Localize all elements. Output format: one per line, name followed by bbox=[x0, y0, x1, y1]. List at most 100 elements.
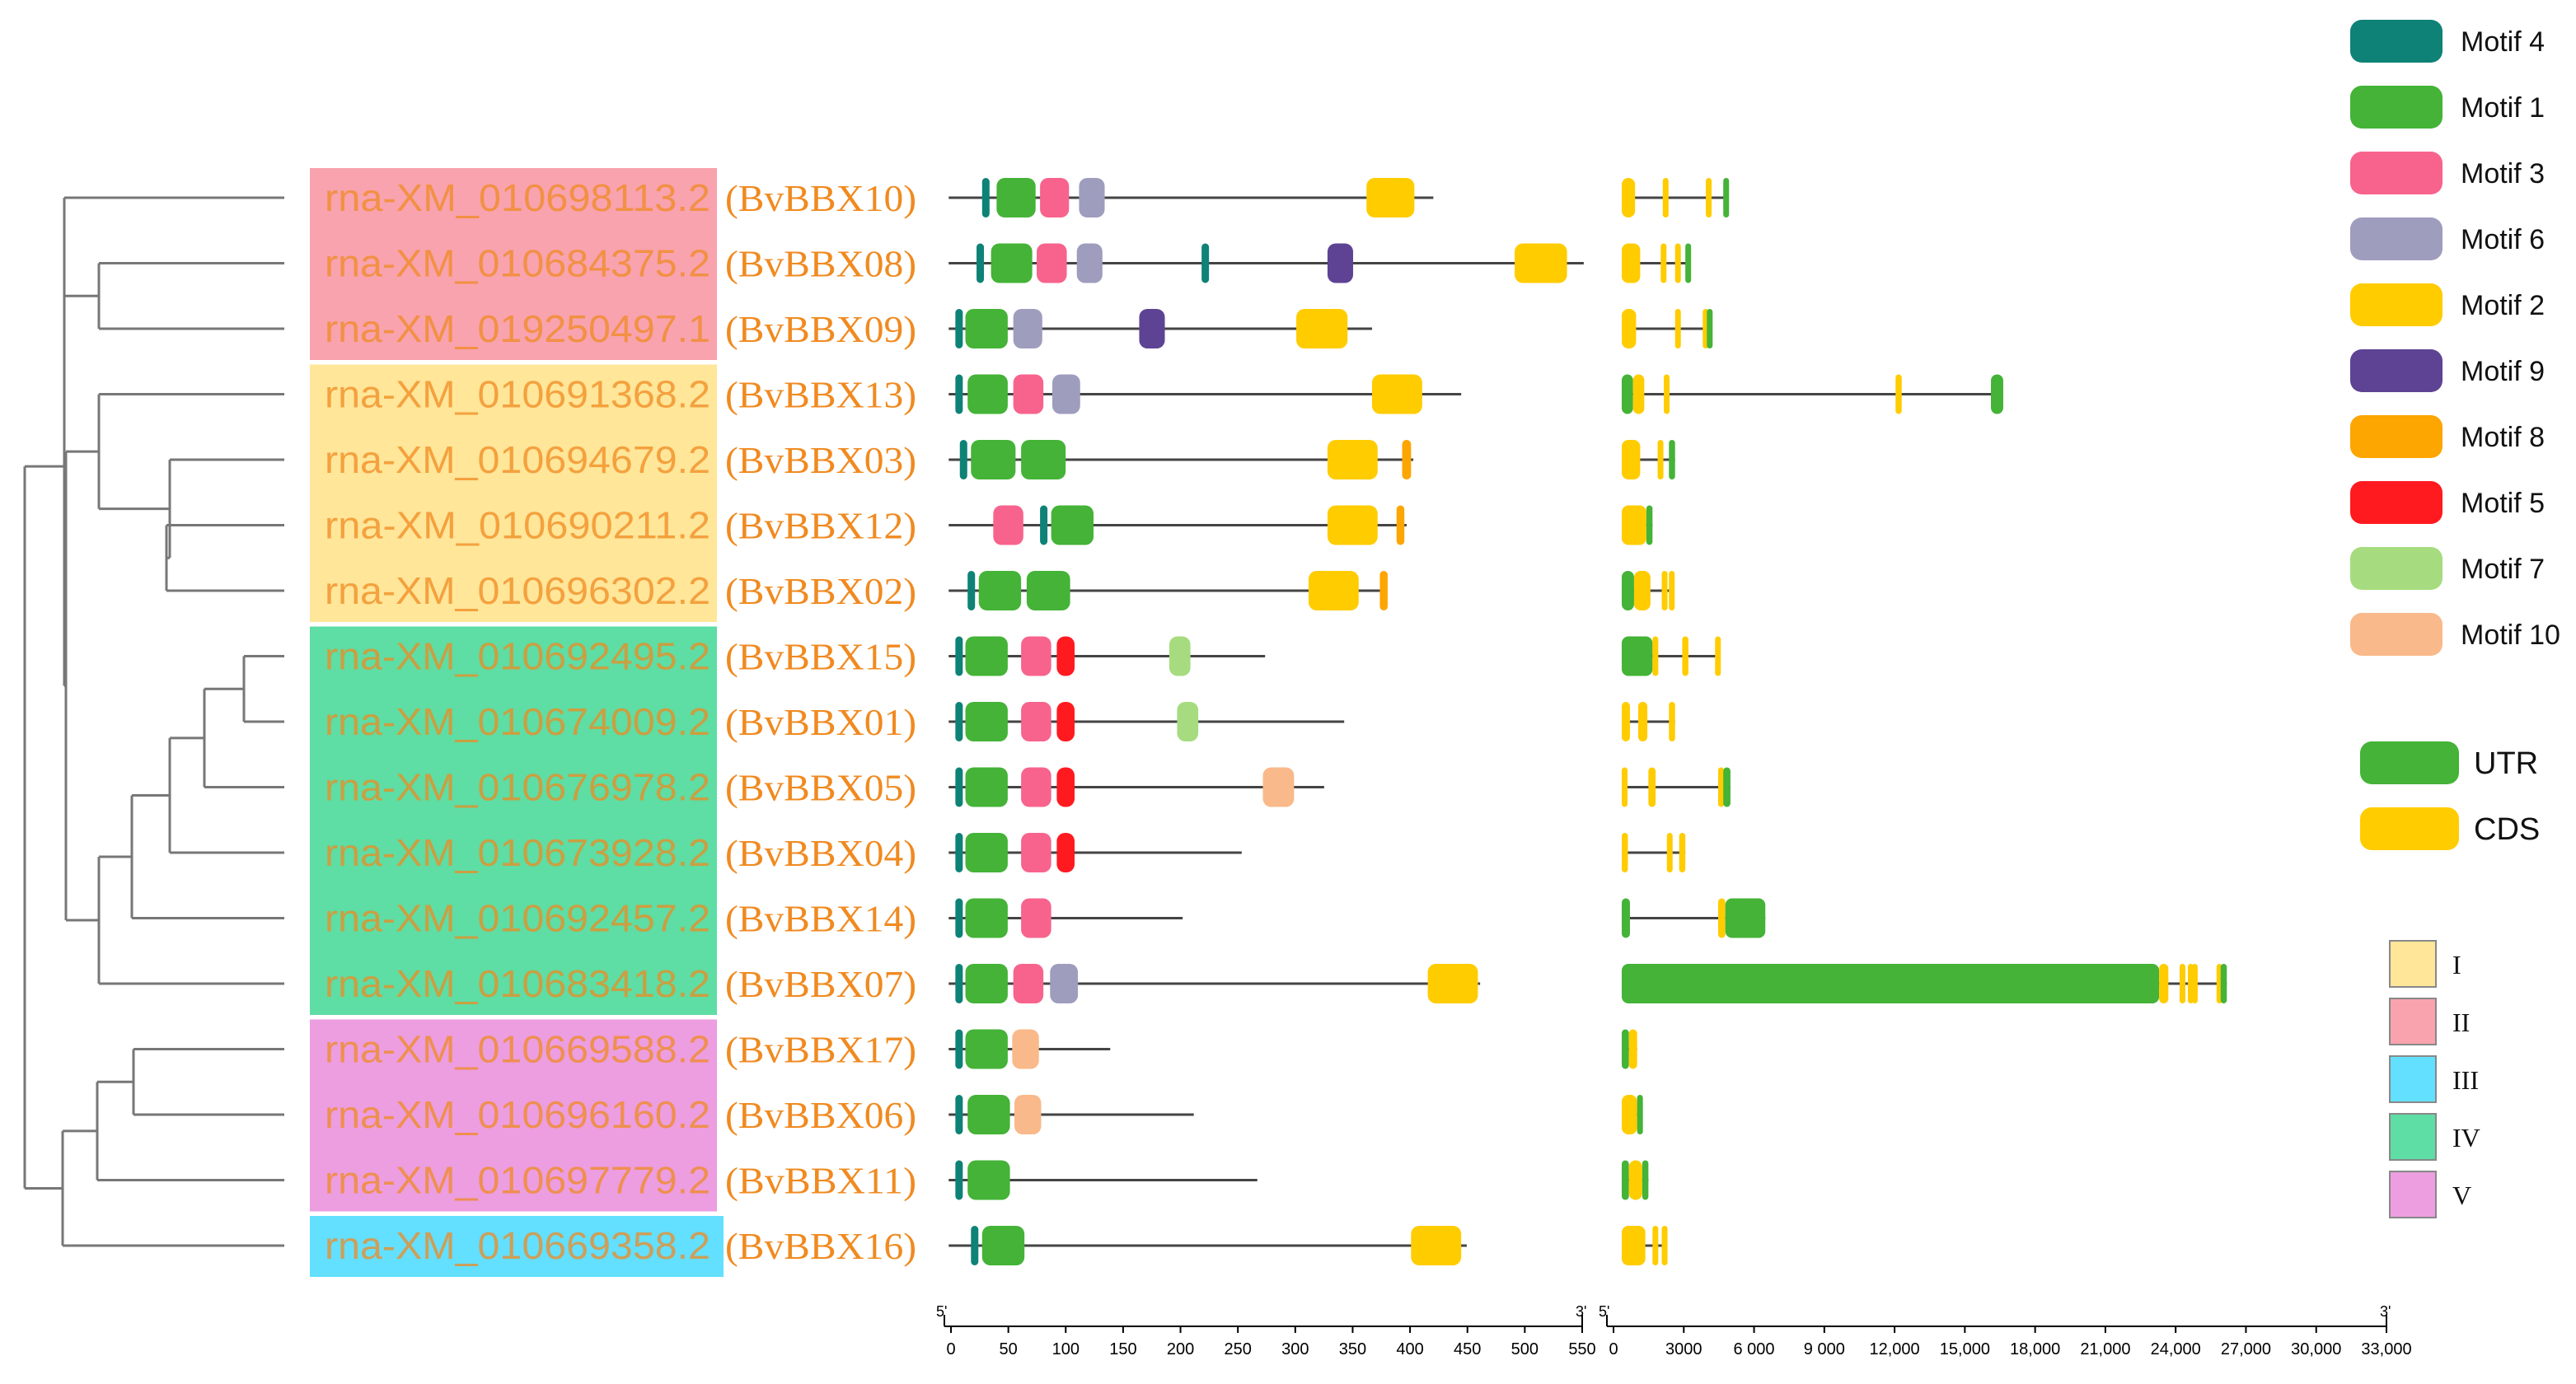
legend-motif-2-swatch bbox=[2350, 283, 2443, 326]
cds-segment bbox=[2159, 964, 2169, 1003]
motif-4-box bbox=[955, 1095, 963, 1134]
motif-4-box bbox=[1201, 243, 1210, 283]
structure-legend: UTR CDS bbox=[2360, 741, 2540, 850]
motif-1-box bbox=[981, 1226, 1025, 1265]
motif-4-box bbox=[955, 636, 963, 676]
utr-segment bbox=[1723, 178, 1730, 217]
gene-bbx-name: (BvBBX16) bbox=[725, 1225, 916, 1267]
motif-1-box bbox=[1026, 571, 1070, 610]
gene-bbx-name: (BvBBX04) bbox=[725, 832, 916, 874]
motif-2-box bbox=[1372, 374, 1422, 414]
gene-axis-tick-label: 33,000 bbox=[2361, 1340, 2411, 1358]
gene-axis-3prime: 3' bbox=[2380, 1303, 2391, 1320]
motif-1-box bbox=[978, 571, 1022, 610]
utr-segment bbox=[1622, 571, 1634, 610]
motif-8-box bbox=[1379, 571, 1388, 610]
gene-rna-id: rna-XM_010676978.2 bbox=[325, 766, 710, 809]
motif-axis-tick-label: 450 bbox=[1454, 1340, 1481, 1358]
legend-motif-4-label: Motif 4 bbox=[2461, 26, 2545, 58]
legend-motif-1-label: Motif 1 bbox=[2461, 92, 2545, 124]
cds-segment bbox=[1622, 833, 1628, 872]
gene-axis-tick-label: 21,000 bbox=[2080, 1340, 2130, 1358]
motif-4-box bbox=[955, 1160, 963, 1200]
motif-4-box bbox=[1040, 505, 1048, 545]
utr-segment bbox=[1622, 898, 1630, 938]
motif-1-box bbox=[965, 767, 1008, 807]
legend-group-IV-swatch bbox=[2389, 1113, 2437, 1161]
group-box-ii bbox=[310, 168, 717, 360]
motif-1-box bbox=[991, 243, 1033, 283]
motif-7-box bbox=[1177, 702, 1199, 741]
motif-1-box bbox=[967, 1160, 1010, 1200]
gene-rna-id: rna-XM_010669588.2 bbox=[325, 1028, 710, 1071]
gene-rna-id: rna-XM_010691368.2 bbox=[325, 373, 710, 416]
gene-rna-id: rna-XM_010697779.2 bbox=[325, 1159, 710, 1202]
gene-rna-id: rna-XM_010683418.2 bbox=[325, 962, 710, 1005]
motif-4-box bbox=[959, 440, 967, 479]
motif-3-box bbox=[1021, 898, 1051, 938]
motif-4-box bbox=[967, 571, 976, 610]
cds-segment bbox=[1622, 243, 1641, 283]
utr-segment bbox=[1637, 1095, 1643, 1134]
gene-rna-id: rna-XM_010674009.2 bbox=[325, 700, 710, 743]
cds-segment bbox=[1664, 374, 1670, 414]
cds-segment bbox=[1662, 178, 1669, 217]
legend-motif-3-swatch bbox=[2350, 152, 2443, 194]
legend-group-II-label: II bbox=[2452, 1008, 2470, 1037]
gene-rna-id: rna-XM_010694679.2 bbox=[325, 438, 710, 481]
legend-motif-10-label: Motif 10 bbox=[2461, 620, 2560, 651]
gene-bbx-name: (BvBBX10) bbox=[725, 177, 916, 219]
cds-segment bbox=[1669, 571, 1675, 610]
motif-axis-tick-label: 50 bbox=[1000, 1340, 1018, 1358]
gene-axis-tick-label: 18,000 bbox=[2010, 1340, 2060, 1358]
cds-segment bbox=[1661, 1226, 1668, 1265]
motif-axis-tick-label: 250 bbox=[1224, 1340, 1251, 1358]
legend-motif-8-swatch bbox=[2350, 415, 2443, 458]
gene-axis-tick-label: 15,000 bbox=[1940, 1340, 1990, 1358]
legend-group-IV-label: IV bbox=[2452, 1123, 2480, 1153]
motif-1-box bbox=[967, 374, 1008, 414]
motif-3-box bbox=[1040, 178, 1070, 217]
motif-axis-5prime: 5' bbox=[936, 1303, 947, 1320]
motif-1-box bbox=[965, 964, 1008, 1003]
gene-axis-tick-label: 6 000 bbox=[1734, 1340, 1775, 1358]
motif-4-box bbox=[977, 243, 985, 283]
legend-utr-swatch bbox=[2360, 741, 2459, 784]
gene-axis-tick-label: 0 bbox=[1609, 1340, 1618, 1358]
motif-1-box bbox=[967, 1095, 1010, 1134]
motif-1-box bbox=[996, 178, 1036, 217]
cds-segment bbox=[1674, 309, 1681, 348]
cds-segment bbox=[1706, 178, 1712, 217]
legend-motif-6-label: Motif 6 bbox=[2461, 224, 2545, 255]
gene-bbx-name: (BvBBX12) bbox=[725, 505, 916, 547]
gene-bbx-name: (BvBBX13) bbox=[725, 374, 916, 416]
legend-motif-5-swatch bbox=[2350, 481, 2443, 524]
utr-segment bbox=[1642, 1160, 1649, 1200]
gene-axis-tick-label: 24,000 bbox=[2151, 1340, 2201, 1358]
motif-3-box bbox=[1037, 243, 1067, 283]
motif-3-box bbox=[1013, 964, 1044, 1003]
cds-segment bbox=[1632, 374, 1645, 414]
legend-group-I-label: I bbox=[2452, 950, 2461, 980]
legend-cds-swatch bbox=[2360, 807, 2459, 850]
gene-bbx-name: (BvBBX03) bbox=[725, 439, 916, 481]
cds-segment bbox=[1637, 702, 1648, 741]
motif-2-box bbox=[1411, 1226, 1462, 1265]
gene-bbx-name: (BvBBX06) bbox=[725, 1094, 916, 1136]
motif-5-box bbox=[1056, 767, 1075, 807]
cds-segment bbox=[1895, 374, 1902, 414]
legend-group-II-swatch bbox=[2389, 998, 2437, 1045]
motif-6-box bbox=[1076, 243, 1103, 283]
gene-bbx-name: (BvBBX01) bbox=[725, 701, 916, 743]
motif-10-box bbox=[1262, 767, 1295, 807]
legend-cds-label: CDS bbox=[2474, 812, 2540, 847]
motif-9-box bbox=[1139, 309, 1165, 348]
motif-1-box bbox=[965, 309, 1008, 348]
motif-4-box bbox=[955, 374, 963, 414]
legend-utr-label: UTR bbox=[2474, 746, 2538, 781]
motif-3-box bbox=[993, 505, 1023, 545]
gene-rna-id: rna-XM_010684375.2 bbox=[325, 242, 710, 285]
legend-motif-9-swatch bbox=[2350, 349, 2443, 392]
